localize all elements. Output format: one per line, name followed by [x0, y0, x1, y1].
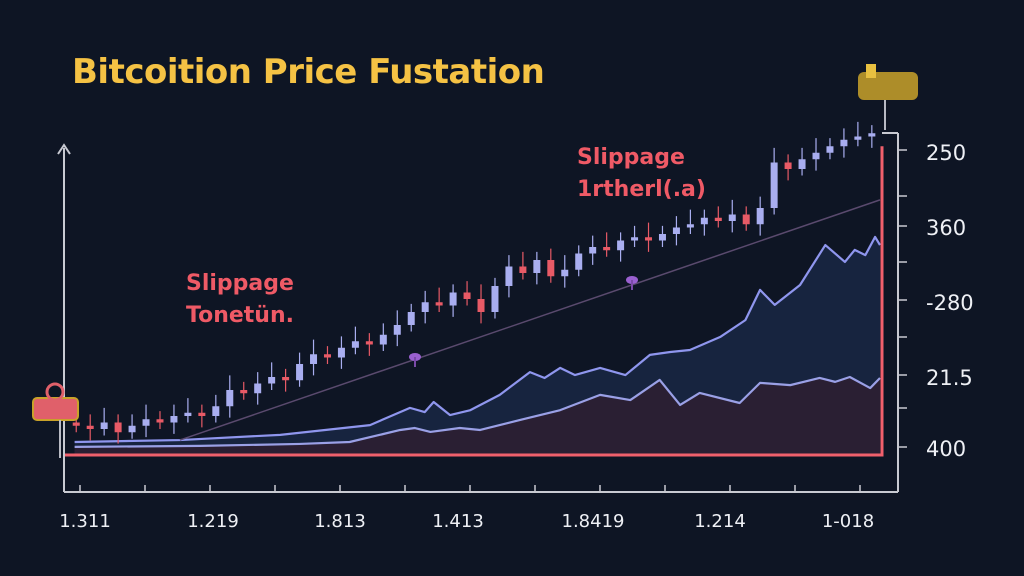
- candle-body: [575, 253, 583, 270]
- candle-body: [617, 240, 625, 251]
- x-tick-label: 1.413: [432, 511, 484, 532]
- y-tick-label: 360: [926, 216, 966, 240]
- candle-body: [365, 341, 373, 345]
- candle-body: [393, 325, 401, 335]
- candle-body: [770, 162, 778, 208]
- candle-body: [854, 136, 862, 140]
- candle-body: [505, 266, 513, 286]
- candle-body: [714, 217, 722, 221]
- y-axis-arrow-icon: [57, 143, 71, 155]
- annotation-right-line1: Slippage: [577, 145, 685, 170]
- candle-body: [128, 425, 136, 433]
- y-tick-label: 21.5: [926, 366, 973, 390]
- candle-body: [742, 214, 750, 225]
- candle-body: [407, 312, 415, 325]
- x-tick-label: 1.214: [694, 511, 746, 532]
- candle-body: [142, 419, 150, 426]
- candle-body: [114, 422, 122, 433]
- candle-body: [212, 406, 220, 416]
- candle-body: [840, 139, 848, 147]
- x-tick-label: 1.219: [187, 511, 239, 532]
- candle-body: [631, 237, 639, 241]
- trend-line: [179, 199, 881, 441]
- candle-body: [351, 341, 359, 348]
- y-tick-label: 250: [926, 141, 966, 165]
- annotation-right: Slippage 1rtherl(.a): [577, 142, 706, 206]
- annotation-left-line2: Tonetün.: [186, 303, 294, 328]
- candle-body: [826, 146, 834, 153]
- candle-body: [645, 237, 653, 241]
- annotation-right-line2: 1rtherl(.a): [577, 177, 706, 202]
- candle-body: [868, 133, 876, 137]
- upper-series-line: [74, 235, 881, 444]
- candle-body: [156, 419, 164, 423]
- candle-body: [268, 377, 276, 384]
- candle-body: [561, 269, 569, 277]
- candle-body: [658, 234, 666, 241]
- candle-body: [296, 364, 304, 381]
- x-tick-label: 1.813: [314, 511, 366, 532]
- candle-body: [756, 208, 764, 225]
- candle-body: [533, 260, 541, 273]
- candle-body: [184, 412, 192, 416]
- candle-body: [254, 383, 262, 394]
- candle-body: [379, 334, 387, 345]
- candle-body: [226, 390, 234, 407]
- candle-body: [603, 247, 611, 251]
- robot-icon: [32, 397, 79, 421]
- candle-body: [519, 266, 527, 273]
- annotation-left-line1: Slippage: [186, 271, 294, 296]
- candle-body: [477, 299, 485, 312]
- candle-body: [491, 286, 499, 312]
- candle-body: [449, 292, 457, 306]
- candle-body: [337, 347, 345, 358]
- candle-body: [240, 390, 248, 394]
- y-tick-label: -280: [926, 291, 974, 315]
- y-tick-label: 400: [926, 437, 966, 461]
- candle-body: [282, 377, 290, 381]
- x-tick-label: 1.8419: [562, 511, 625, 532]
- candle-body: [100, 422, 108, 429]
- candle-body: [323, 354, 331, 358]
- candle-body: [310, 354, 318, 364]
- candle-body: [198, 412, 206, 416]
- candle-body: [170, 416, 178, 423]
- x-tick-label: 1.311: [59, 511, 111, 532]
- machinery-icon-part: [866, 64, 876, 78]
- candle-body: [86, 425, 94, 429]
- candle-body: [798, 159, 806, 169]
- chart-title: Bitcoition Price Fustation: [72, 52, 545, 92]
- candle-body: [435, 302, 443, 306]
- candle-body: [686, 224, 694, 228]
- upper-series-fill: [74, 236, 880, 455]
- lower-series-fill: [74, 377, 880, 455]
- machinery-icon: [858, 72, 918, 100]
- candle-body: [72, 422, 80, 426]
- candle-body: [728, 214, 736, 221]
- candle-body: [421, 302, 429, 312]
- candle-body: [463, 292, 471, 299]
- lower-series-line: [74, 375, 881, 448]
- candle-body: [589, 247, 597, 254]
- candle-body: [700, 217, 708, 225]
- candle-body: [672, 227, 680, 234]
- candle-body: [547, 260, 555, 277]
- x-tick-label: 1-018: [822, 511, 874, 532]
- candle-body: [812, 152, 820, 160]
- annotation-left: Slippage Tonetün.: [186, 268, 294, 332]
- robot-icon-head: [45, 382, 65, 402]
- frame-line: [64, 146, 884, 457]
- candle-body: [784, 162, 792, 169]
